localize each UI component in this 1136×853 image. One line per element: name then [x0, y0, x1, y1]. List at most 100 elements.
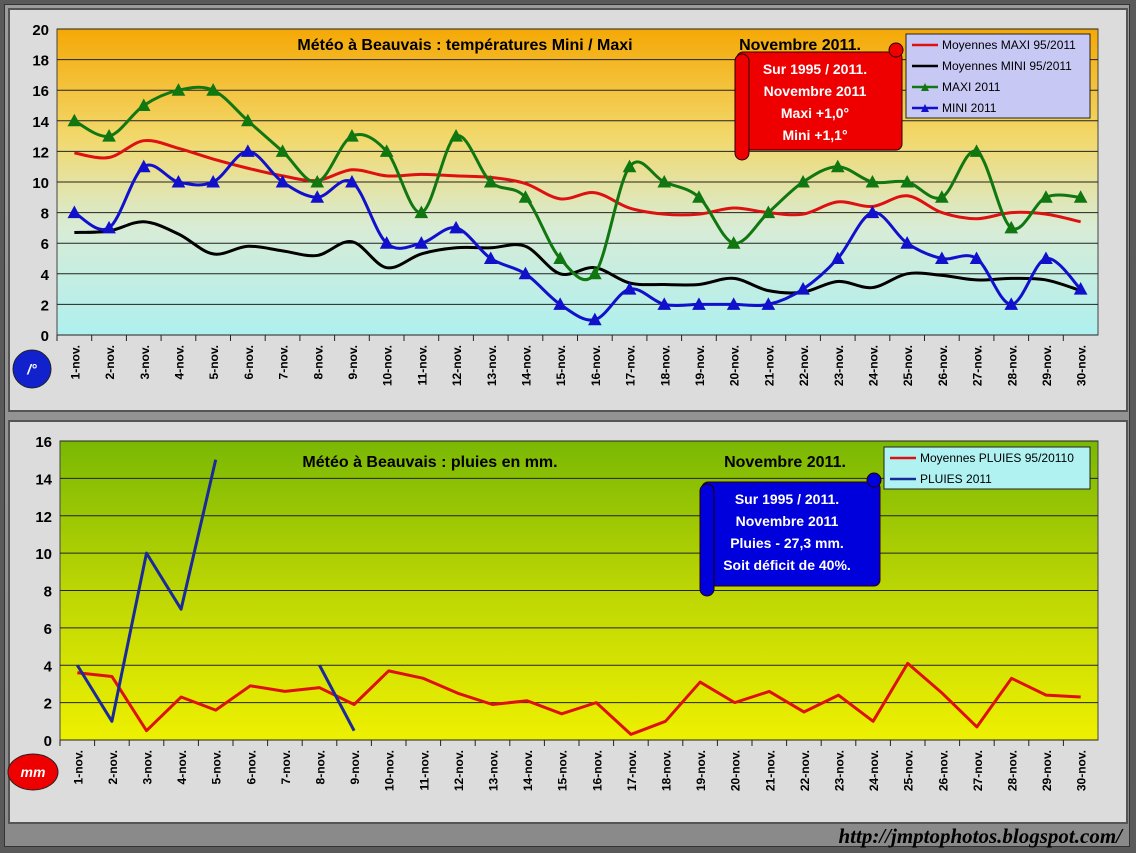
chart2-xtick-label: 4-nov. [175, 750, 189, 784]
chart1-legend-marker [921, 104, 929, 112]
chart1-callout-line: Sur 1995 / 2011. [763, 61, 867, 77]
chart1-legend-label: MINI 2011 [942, 101, 997, 115]
chart1-xtick-label: 28-nov. [1005, 345, 1019, 386]
chart1-series-4-point [102, 220, 116, 234]
chart2-xtick-label: 26-nov. [936, 750, 950, 791]
chart2-xtick-label: 6-nov. [244, 750, 258, 784]
chart1-series-4-point [935, 251, 949, 264]
chart2-title: Météo à Beauvais : pluies en mm. [302, 454, 557, 471]
chart1-subtitle: Novembre 2011. [739, 37, 861, 54]
chart1-series-4-point [449, 220, 463, 234]
chart1-xtick-label: 17-nov. [624, 345, 638, 386]
chart2-callout-line: Soit déficit de 40%. [723, 557, 851, 573]
chart1-title: Météo à Beauvais : températures Mini / M… [297, 37, 632, 54]
chart2-xtick-label: 24-nov. [867, 750, 881, 791]
chart1-xtick-label: 6-nov. [242, 345, 256, 379]
chart1-series-4-point [275, 174, 290, 188]
chart1-series-3-point [900, 174, 914, 188]
chart1-series-4-point [345, 174, 359, 188]
blog-url: http://jmptophotos.blogspot.com/ [838, 824, 1122, 848]
chart1-xtick-label: 2-nov. [103, 345, 117, 379]
chart1-xtick-label: 27-nov. [971, 345, 985, 386]
chart2-xtick-label: 11-nov. [417, 750, 431, 790]
chart1-series-3-point [935, 190, 949, 203]
chart2-xtick-label: 20-nov. [729, 750, 743, 791]
chart1-xtick-label: 11-nov. [415, 345, 429, 385]
chart1-ytick-label: 20 [32, 22, 49, 39]
chart1-xtick-label: 16-nov. [589, 345, 603, 386]
chart1-legend-label: MAXI 2011 [942, 80, 1001, 94]
chart1-unit-badge-label: /° [26, 361, 37, 377]
chart2-xtick-label: 5-nov. [210, 750, 224, 784]
chart2-xtick-label: 9-nov. [348, 750, 362, 784]
chart2-legend-label: PLUIES 2011 [920, 472, 992, 486]
chart1-series-4-point [796, 282, 810, 295]
chart1-series-3-point [622, 159, 637, 173]
chart2-callout-scroll-left [699, 483, 715, 597]
chart1-xtick-label: 26-nov. [936, 345, 950, 386]
chart1-series-4-point [553, 297, 567, 310]
chart2-ytick-label: 4 [44, 658, 53, 675]
chart1-series-4-point [1073, 282, 1088, 295]
chart1-ytick-label: 8 [41, 206, 49, 223]
chart1-callout-scroll-left [734, 53, 750, 161]
chart2-xtick-label: 29-nov. [1040, 750, 1054, 791]
chart1-series-4-point [379, 236, 394, 249]
chart1-ytick-label: 16 [32, 83, 49, 100]
chart1-unit-badge [12, 349, 52, 389]
chart1-xtick-label: 1-nov. [68, 345, 82, 379]
chart2-unit-badge [7, 753, 59, 791]
chart2-ytick-label: 14 [35, 471, 52, 488]
chart2-ytick-label: 2 [44, 696, 52, 713]
chart2-ytick-label: 8 [44, 584, 52, 601]
chart1-series-3-point [518, 190, 533, 203]
chart1-ytick-label: 6 [41, 236, 49, 253]
chart1-series-3-point [275, 144, 290, 157]
chart1-legend-box [905, 33, 1091, 119]
chart1-series-4-point [414, 236, 429, 249]
chart2-ytick-label: 6 [44, 621, 52, 638]
chart1-xtick-label: 19-nov. [693, 345, 707, 386]
chart2-xtick-label: 7-nov. [279, 750, 293, 784]
chart1-xtick-label: 21-nov. [762, 345, 776, 386]
chart1-ytick-label: 2 [41, 297, 49, 314]
chart1-xtick-label: 29-nov. [1040, 345, 1054, 386]
chart2-xtick-label: 28-nov. [1006, 750, 1020, 791]
chart2-ytick-label: 0 [44, 733, 52, 750]
chart1-callout-line: Novembre 2011 [764, 83, 867, 99]
chart1-xtick-label: 22-nov. [797, 345, 811, 386]
chart1-series-4-point [830, 251, 845, 264]
chart1-series-3-point [830, 159, 845, 173]
chart1-series-3-point [171, 83, 186, 96]
chart2-xtick-label: 21-nov. [763, 750, 777, 791]
chart2-xtick-label: 19-nov. [694, 750, 708, 791]
chart1-callout-line: Mini +1,1° [782, 127, 847, 143]
chart2-xtick-label: 22-nov. [798, 750, 812, 791]
chart1-xtick-label: 20-nov. [728, 345, 742, 386]
chart1-xtick-label: 30-nov. [1075, 345, 1089, 386]
chart2-series-2-line [318, 664, 356, 732]
chart2-callout-line: Pluies - 27,3 mm. [730, 535, 844, 551]
chart1-series-3-point [553, 251, 567, 264]
chart1-series-4-point [483, 251, 498, 264]
chart1-xtick-label: 13-nov. [485, 345, 499, 386]
chart2-xtick-label: 27-nov. [971, 750, 985, 791]
chart1-series-3-point [1073, 190, 1088, 203]
chart1-series-3-point [241, 113, 255, 127]
chart1-series-3-point [345, 129, 359, 142]
chart1-series-3-point [761, 205, 776, 219]
chart1-xtick-label: 7-nov. [277, 345, 291, 379]
chart1-series-3-point [379, 144, 394, 157]
chart1-series-4-point [622, 282, 637, 295]
chart2-xtick-label: 13-nov. [487, 750, 501, 791]
chart2-xtick-label: 12-nov. [452, 750, 466, 791]
chart1-series-3-point [136, 98, 151, 111]
chart1-series-3-point [67, 113, 82, 127]
chart2-xtick-label: 14-nov. [521, 750, 535, 791]
chart1-ytick-label: 10 [32, 175, 49, 192]
chart1-series-4-point [136, 159, 151, 173]
chart1-legend-label: Moyennes MAXI 95/2011 [942, 38, 1076, 52]
chart1-ytick-label: 0 [41, 328, 49, 345]
chart1-series-3-point [102, 129, 116, 142]
